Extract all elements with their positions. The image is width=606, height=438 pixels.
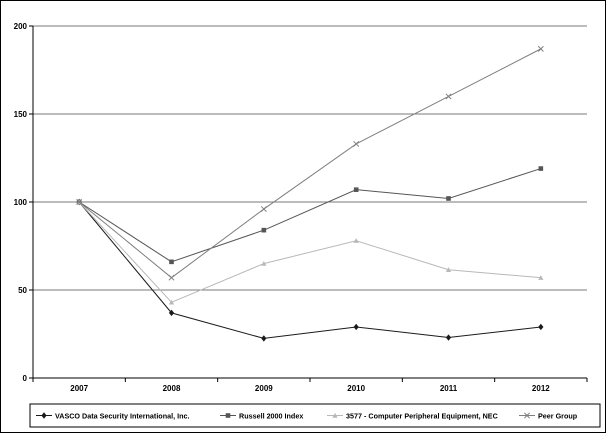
data-point: [538, 323, 544, 331]
y-tick-label: 0: [23, 374, 28, 383]
data-point: [353, 238, 359, 243]
legend-swatch-marker: [41, 412, 47, 419]
legend-label: VASCO Data Security International, Inc.: [55, 412, 189, 421]
legend: VASCO Data Security International, Inc. R…: [29, 403, 601, 428]
data-point: [168, 299, 175, 305]
data-point: [445, 93, 452, 100]
x-tick-label: 2008: [163, 384, 181, 393]
data-point: [261, 261, 267, 266]
x-tick-label: 2010: [347, 384, 365, 393]
x-tick-label: 2012: [532, 384, 550, 393]
data-point: [168, 309, 175, 317]
series-4: [76, 45, 544, 281]
legend-box: [29, 403, 601, 428]
axes: 0 50 100 150 200 2007 2008 2009 2010 2011 2012: [14, 22, 588, 393]
y-tick-label: 200: [14, 22, 28, 31]
y-tick-label: 50: [18, 286, 27, 295]
data-point: [261, 335, 267, 342]
legend-item: Russell 2000 Index: [220, 412, 303, 421]
legend-item: Peer Group: [519, 412, 578, 421]
legend-swatch-marker: [225, 413, 231, 418]
legend-swatch-marker: [332, 412, 338, 418]
data-point: [261, 227, 267, 233]
data-point: [538, 166, 544, 171]
legend-label: 3577 - Computer Peripheral Equipment, NE…: [346, 412, 498, 421]
series-line: [78, 48, 542, 279]
x-tick-label: 2011: [440, 384, 458, 393]
legend-label: Russell 2000 Index: [239, 412, 303, 421]
data-point: [353, 140, 360, 147]
legend-swatch-marker: [524, 412, 530, 419]
data-point: [353, 187, 359, 192]
series-lines: [76, 45, 544, 342]
series-line: [78, 168, 541, 263]
data-point: [260, 206, 267, 212]
legend-item: 3577 - Computer Peripheral Equipment, NE…: [327, 412, 498, 421]
series-line: [78, 201, 541, 339]
x-tick-label: 2009: [255, 384, 273, 393]
data-point: [445, 334, 452, 341]
data-point: [445, 267, 452, 272]
series-line: [78, 201, 541, 303]
legend-item: VASCO Data Security International, Inc.: [36, 412, 189, 421]
y-tick-label: 100: [14, 198, 28, 207]
data-point: [353, 323, 359, 331]
data-point: [446, 196, 451, 201]
gridlines: [33, 25, 587, 291]
data-point: [538, 275, 544, 280]
data-point: [76, 199, 83, 205]
series-1: [76, 198, 544, 342]
data-point: [168, 274, 175, 281]
y-tick-label: 150: [14, 110, 28, 119]
x-tick-label: 2007: [70, 384, 88, 393]
data-point: [537, 45, 544, 52]
data-point: [169, 259, 174, 265]
legend-label: Peer Group: [538, 412, 578, 421]
